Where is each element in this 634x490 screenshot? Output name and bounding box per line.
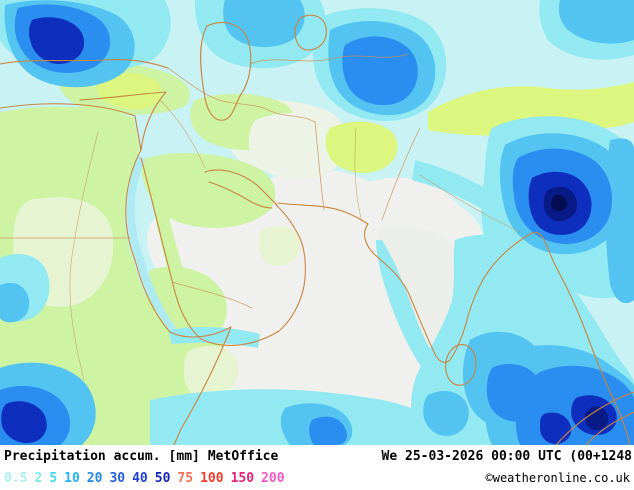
legend-value: 200 [261,471,285,486]
precip-region [423,390,469,437]
model-name: MetOffice [207,449,279,464]
coast-makran [277,202,369,225]
border-line [381,127,421,221]
river-euphrates [159,99,206,169]
legend-value: 2 [34,471,43,486]
map-title: Precipitation accum. [mm] MetOffice [4,449,286,464]
legend-value: 150 [230,471,255,486]
precip-region [168,326,260,348]
precip-region [0,282,30,323]
land-oman [258,225,301,266]
dry-iran-east [248,113,345,180]
legend-value: 0.5 [4,471,28,486]
precip-region [342,36,418,106]
legend-value: 50 [154,471,171,486]
units-text: [mm] [168,449,200,464]
coast-india [364,223,631,445]
legend-scale: 0.5 2 5 10 20 30 40 50 75 100 150 200 [4,467,292,486]
coast-levant [79,91,167,151]
precip-region [558,0,634,44]
coast-arabia [140,157,306,346]
coastlines-layer [0,58,634,445]
footer: Precipitation accum. [mm] MetOffice We 25-… [0,445,634,490]
land-afghan [325,121,398,173]
legend-row: 0.5 2 5 10 20 30 40 50 75 100 150 200 ©weatheronlin… [0,464,634,486]
legend-value: 75 [177,471,194,486]
river-indus [354,127,363,223]
land-africa [0,106,230,445]
map-canvas [0,0,634,445]
land-arabia-coast [143,170,185,280]
valid-time: We 25-03-2026 00:00 UTC (00+1248 [381,449,632,464]
precip-region [412,160,510,220]
copyright: ©weatheronline.co.uk [485,471,631,485]
title-text: Precipitation accum. [4,449,161,464]
precip-region [223,0,305,48]
precip-map [0,0,634,445]
precip-region [309,416,347,445]
precip-max [551,194,568,212]
caspian-sea [200,22,252,121]
river-ganges [419,174,521,233]
precip-core [540,412,572,445]
coast-blacksea [0,58,169,69]
legend-value: 40 [132,471,148,486]
precip-core [1,401,47,444]
border-line [314,121,325,211]
coast-srilanka [445,343,477,386]
river-nile [69,131,99,381]
coast-sumatra [555,391,634,445]
border-line [249,53,409,65]
land-anatolia-yellow [97,73,162,110]
coast-persian-gulf [204,169,278,209]
precip-region [376,240,442,376]
legend-value: 5 [49,471,58,486]
precip-core [29,17,85,65]
border-line [167,67,316,123]
lakes-layer [200,14,327,121]
border-line [171,281,253,309]
legend-value: 10 [64,471,80,486]
borders-layer [0,53,521,381]
precip-region [486,363,544,422]
legend-value: 100 [200,471,224,486]
legend-value: 20 [86,471,103,486]
precip-extreme-layer [543,186,609,430]
precip-region [605,138,634,304]
aral-sea [294,14,327,51]
caption-row: Precipitation accum. [mm] MetOffice We 25-… [0,445,634,464]
precip-max [584,406,609,430]
coast-africa [0,103,232,445]
legend-value: 30 [109,471,126,486]
land-arabia-north [140,153,276,228]
